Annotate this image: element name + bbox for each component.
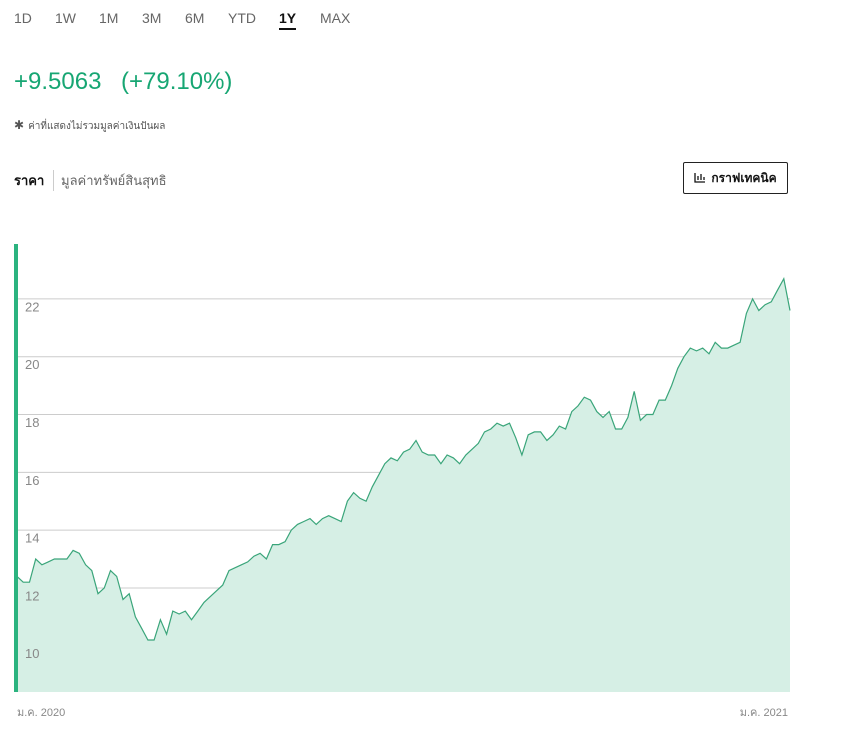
x-tick-label: ม.ค. 2020 [17,707,65,719]
y-tick-label: 18 [25,415,39,430]
toggle-price[interactable]: ราคา [14,173,45,188]
note: ✱ ค่าที่แสดงไม่รวมมูลค่าเงินปันผล [14,118,166,132]
toggle-nav[interactable]: มูลค่าทรัพย์สินสุทธิ [53,170,167,191]
y-tick-label: 12 [25,588,39,603]
note-text: ค่าที่แสดงไม่รวมมูลค่าเงินปันผล [28,121,166,132]
range-tab[interactable]: 3M [142,10,162,26]
y-tick-label: 22 [25,299,39,314]
range-tab[interactable]: YTD [228,10,256,26]
range-tab[interactable]: MAX [320,10,351,26]
change-percent: (+79.10%) [121,68,233,95]
y-tick-label: 20 [25,357,39,372]
range-tab[interactable]: 1D [14,10,32,26]
x-tick-label: ม.ค. 2021 [740,707,788,719]
change-value: +9.5063 [14,68,102,95]
y-tick-label: 16 [25,473,39,488]
chart-icon [694,173,706,183]
range-tab[interactable]: 6M [185,10,205,26]
technical-chart-button[interactable]: กราฟเทคนิค [683,162,788,194]
line [16,276,791,641]
range-tab[interactable]: 1M [99,10,119,26]
y-tick-label: 14 [25,531,39,546]
left-accent [14,244,18,692]
button-label: กราฟเทคนิค [711,170,777,185]
area [17,278,790,692]
range-tab[interactable]: 1Y [279,10,297,30]
range-tab[interactable]: 1W [55,10,76,26]
y-tick-label: 10 [25,646,39,661]
